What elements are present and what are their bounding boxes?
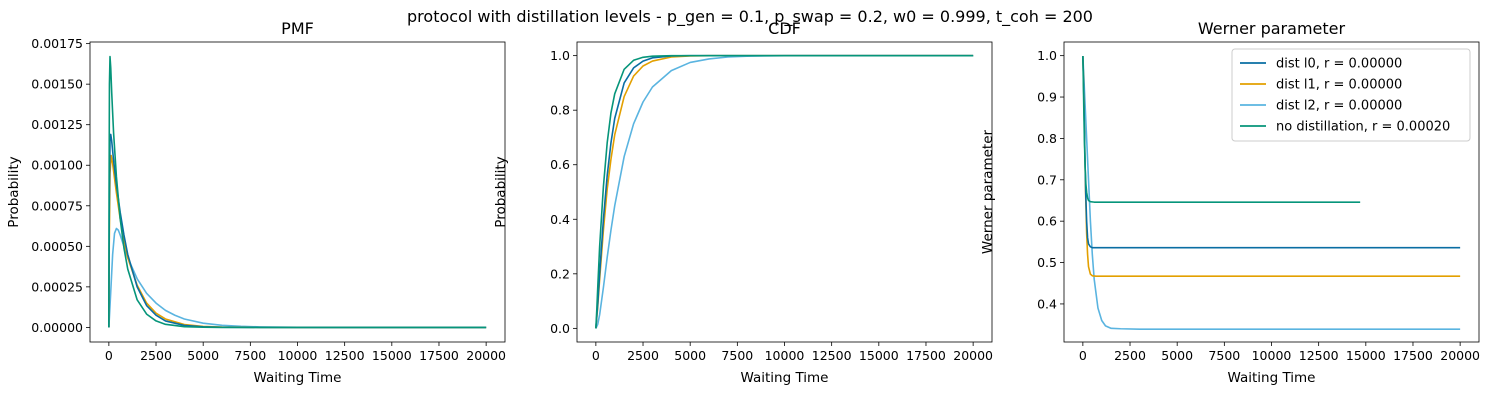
y-axis-label: Probability [493,156,509,227]
x-tick-label: 10000 [278,348,318,363]
x-tick-label: 0 [1079,348,1087,363]
y-tick-label: 1.0 [1037,48,1057,63]
x-tick-label: 15000 [859,348,899,363]
x-axis-label: Waiting Time [1227,370,1315,386]
x-tick-label: 20000 [953,348,993,363]
y-tick-label: 0.00100 [31,158,83,173]
chart-title: PMF [281,19,314,38]
x-tick-label: 17500 [419,348,459,363]
plot-frame [576,41,993,343]
y-tick-label: 1.0 [550,48,570,63]
series-line-dist-l0 [595,54,974,329]
chart-panel-3: Werner parameter 0 2500 5000 7500 10000 12500 1… [980,19,1480,386]
y-tick-label: 0.00125 [31,117,83,132]
x-tick-label: 5000 [187,348,219,363]
legend-entry: dist l1, r = 0.00000 [1276,78,1402,93]
y-tick-label: 0.4 [550,212,570,227]
series-line-no-distillation [108,55,487,329]
legend-entry: no distillation, r = 0.00020 [1276,120,1450,135]
x-tick-label: 20000 [466,348,506,363]
y-tick-label: 0.00000 [31,320,83,335]
chart-title: CDF [768,19,801,38]
x-tick-label: 10000 [1252,348,1292,363]
y-tick-label: 0.9 [1037,90,1057,105]
chart-title: Werner parameter [1198,19,1346,38]
y-axis-label: Werner parameter [980,129,996,254]
x-tick-label: 15000 [372,348,412,363]
x-tick-label: 17500 [1393,348,1433,363]
series-line-no-distillation [1082,56,1361,203]
y-tick-label: 0.5 [1037,255,1057,270]
chart-panel-1: PMF 0 2500 5000 7500 10000 12500 15000 17500 2000… [6,19,506,386]
y-tick-label: 0.00025 [31,279,83,294]
legend: dist l0, r = 0.00000 dist l1, r = 0.00000… [1231,48,1471,142]
y-tick-label: 0.00175 [31,36,83,51]
x-tick-label: 2500 [627,348,659,363]
series-group [1082,56,1461,330]
series-line-dist-l1 [595,54,974,329]
x-tick-label: 7500 [721,348,753,363]
y-tick-label: 0.7 [1037,172,1057,187]
y-axis-label: Probability [6,156,22,227]
x-tick-label: 2500 [1114,348,1146,363]
y-tick-label: 0.2 [550,266,570,281]
x-tick-label: 20000 [1440,348,1480,363]
series-group [108,55,487,329]
series-line-no-distillation [595,54,974,329]
series-line-dist-l2 [595,54,974,329]
figure-suptitle: protocol with distillation levels - p_ge… [407,7,1093,27]
y-tick-label: 0.00075 [31,198,83,213]
x-tick-label: 12500 [1299,348,1339,363]
plot-frame [1063,41,1480,343]
legend-box [1231,48,1471,142]
y-tick-label: 0.4 [1037,296,1057,311]
legend-entry: dist l2, r = 0.00000 [1276,99,1402,114]
y-tick-label: 0.6 [550,157,570,172]
x-tick-label: 12500 [812,348,852,363]
x-axis-label: Waiting Time [740,370,828,386]
x-axis-label: Waiting Time [253,370,341,386]
x-tick-label: 10000 [765,348,805,363]
chart-panels: PMF 0 2500 5000 7500 10000 12500 15000 17500 2000… [6,19,1480,386]
x-tick-label: 7500 [1208,348,1240,363]
series-group [595,54,974,329]
y-tick-label: 0.6 [1037,214,1057,229]
x-tick-label: 5000 [1161,348,1193,363]
y-tick-label: 0.8 [1037,131,1057,146]
series-line-dist-l2 [1082,56,1461,330]
x-tick-label: 5000 [674,348,706,363]
x-tick-label: 12500 [325,348,365,363]
x-tick-label: 0 [105,348,113,363]
chart-panel-2: CDF 0 2500 5000 7500 10000 12500 15000 17500 2000… [493,19,993,386]
x-tick-label: 17500 [906,348,946,363]
y-tick-label: 0.00050 [31,239,83,254]
x-tick-label: 7500 [234,348,266,363]
y-tick-label: 0.0 [550,321,570,336]
series-line-dist-l2 [108,227,487,329]
y-tick-label: 0.00150 [31,77,83,92]
series-line-dist-l1 [108,154,487,329]
legend-entry: dist l0, r = 0.00000 [1276,57,1402,72]
y-tick-label: 0.8 [550,103,570,118]
x-tick-label: 2500 [140,348,172,363]
series-line-dist-l0 [108,133,487,329]
x-tick-label: 0 [592,348,600,363]
x-tick-label: 15000 [1346,348,1386,363]
plot-frame [89,41,506,343]
